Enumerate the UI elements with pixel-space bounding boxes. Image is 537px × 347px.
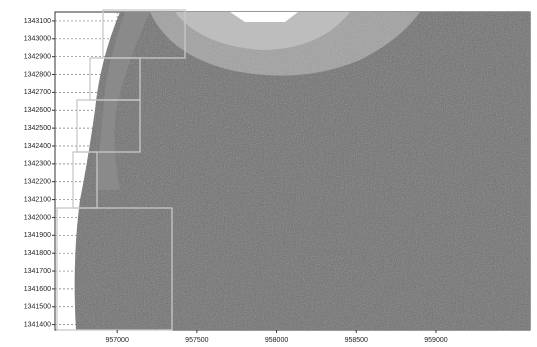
y-tick-label: 1342200 [24,179,51,186]
y-tick-label: 1341700 [24,268,51,275]
y-tick-label: 1342700 [24,89,51,96]
y-tick-label: 1341600 [24,286,51,293]
x-tick-label: 957500 [185,337,208,344]
y-tick-label: 1341500 [24,304,51,311]
y-tick-label: 1343100 [24,18,51,25]
y-tick-label: 1342500 [24,125,51,132]
y-tick-label: 1342900 [24,54,51,61]
y-tick-label: 1341900 [24,232,51,239]
map-layers [75,12,530,330]
map-figure: 1343100 1343000 1342900 1342800 1342700 13426… [0,0,537,347]
x-tick-label: 958500 [345,337,368,344]
y-tick-label: 1342800 [24,71,51,78]
y-tick-label: 1342100 [24,196,51,203]
y-tick-label: 1342000 [24,214,51,221]
y-tick-label: 1342400 [24,143,51,150]
y-tick-label: 1341800 [24,250,51,257]
y-tick-label: 1342600 [24,107,51,114]
x-tick-label: 958000 [265,337,288,344]
x-tick-label: 959000 [424,337,447,344]
y-tick-label: 1342300 [24,161,51,168]
x-tick-label: 957000 [105,337,128,344]
y-tick-label: 1343000 [24,36,51,43]
y-tick-label: 1341400 [24,321,51,328]
